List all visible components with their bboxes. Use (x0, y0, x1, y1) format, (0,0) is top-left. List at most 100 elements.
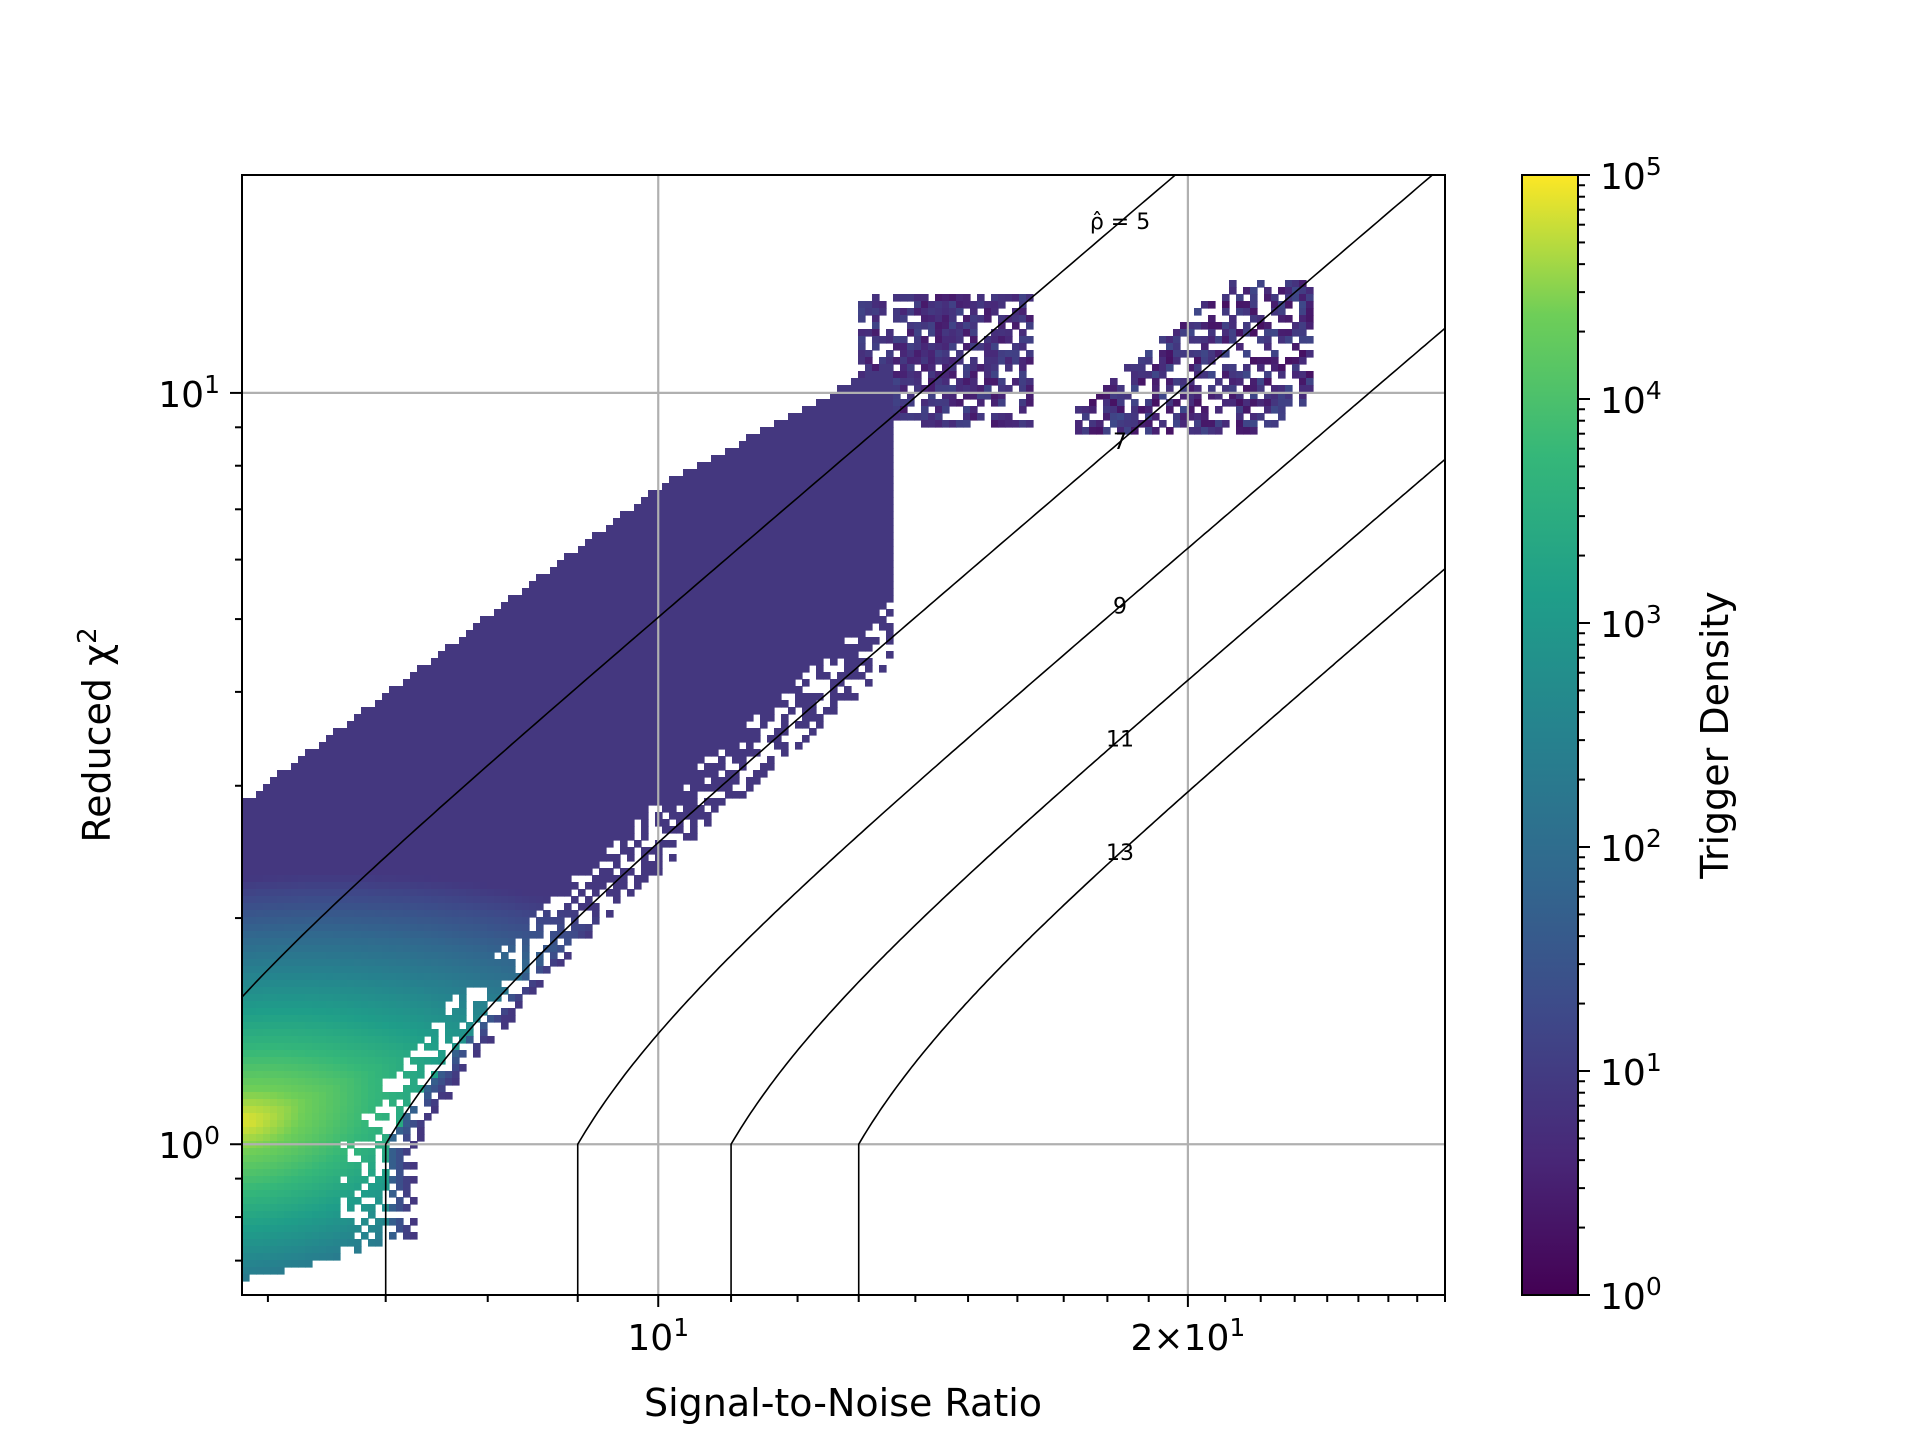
density-hexbin (858, 504, 866, 512)
density-hexbin (1236, 427, 1244, 435)
density-hexbin (1201, 336, 1209, 344)
density-hexbin (389, 791, 397, 799)
density-hexbin (760, 581, 768, 589)
density-hexbin (844, 574, 852, 582)
density-hexbin (263, 910, 271, 918)
density-hexbin (263, 854, 271, 862)
density-hexbin (837, 595, 845, 603)
density-hexbin (564, 882, 572, 890)
density-hexbin (921, 301, 929, 309)
density-hexbin (522, 973, 530, 981)
density-hexbin (529, 651, 537, 659)
density-hexbin (396, 798, 404, 806)
density-hexbin (592, 910, 600, 918)
density-hexbin (676, 707, 684, 715)
density-hexbin (361, 882, 369, 890)
density-hexbin (711, 504, 719, 512)
density-hexbin (711, 560, 719, 568)
density-hexbin (837, 609, 845, 617)
density-hexbin (333, 980, 341, 988)
density-hexbin (452, 882, 460, 890)
density-hexbin (515, 924, 523, 932)
density-hexbin (431, 749, 439, 757)
density-hexbin (620, 532, 628, 540)
density-hexbin (809, 574, 817, 582)
density-hexbin (851, 392, 859, 400)
density-hexbin (410, 987, 418, 995)
density-hexbin (522, 735, 530, 743)
density-hexbin (802, 455, 810, 463)
density-hexbin (1131, 371, 1139, 379)
density-hexbin (424, 805, 432, 813)
density-hexbin (333, 763, 341, 771)
density-hexbin (550, 812, 558, 820)
density-hexbin (368, 966, 376, 974)
density-hexbin (326, 1015, 334, 1023)
density-hexbin (823, 462, 831, 470)
density-hexbin (571, 595, 579, 603)
density-hexbin (291, 896, 299, 904)
density-hexbin (802, 525, 810, 533)
density-hexbin (501, 910, 509, 918)
density-hexbin (669, 574, 677, 582)
density-hexbin (557, 749, 565, 757)
density-hexbin (676, 735, 684, 743)
density-hexbin (375, 756, 383, 764)
density-hexbin (375, 728, 383, 736)
density-hexbin (746, 679, 754, 687)
density-hexbin (508, 777, 516, 785)
density-hexbin (522, 609, 530, 617)
density-hexbin (704, 546, 712, 554)
density-hexbin (298, 784, 306, 792)
density-hexbin (571, 658, 579, 666)
density-hexbin (410, 735, 418, 743)
density-hexbin (802, 406, 810, 414)
density-hexbin (515, 658, 523, 666)
density-hexbin (466, 854, 474, 862)
density-hexbin (767, 735, 775, 743)
density-hexbin (739, 581, 747, 589)
density-hexbin (774, 602, 782, 610)
density-hexbin (578, 728, 586, 736)
density-hexbin (564, 938, 572, 946)
density-hexbin (354, 819, 362, 827)
density-hexbin (648, 518, 656, 526)
density-hexbin (298, 847, 306, 855)
density-hexbin (375, 784, 383, 792)
density-hexbin (466, 889, 474, 897)
density-hexbin (690, 665, 698, 673)
density-hexbin (459, 644, 467, 652)
density-hexbin (445, 742, 453, 750)
density-hexbin (1299, 294, 1307, 302)
density-hexbin (935, 378, 943, 386)
density-hexbin (627, 532, 635, 540)
density-hexbin (438, 658, 446, 666)
density-hexbin (438, 798, 446, 806)
density-hexbin (452, 665, 460, 673)
density-hexbin (711, 714, 719, 722)
density-hexbin (417, 896, 425, 904)
density-hexbin (256, 931, 264, 939)
density-hexbin (375, 826, 383, 834)
density-hexbin (354, 826, 362, 834)
density-hexbin (417, 973, 425, 981)
density-hexbin (543, 826, 551, 834)
density-hexbin (256, 882, 264, 890)
density-hexbin (361, 931, 369, 939)
density-hexbin (711, 777, 719, 785)
density-hexbin (557, 847, 565, 855)
density-hexbin (277, 805, 285, 813)
density-hexbin (312, 994, 320, 1002)
density-hexbin (1306, 336, 1314, 344)
density-hexbin (270, 882, 278, 890)
density-hexbin (865, 462, 873, 470)
density-hexbin (438, 784, 446, 792)
density-hexbin (522, 777, 530, 785)
density-hexbin (599, 609, 607, 617)
density-hexbin (473, 938, 481, 946)
density-hexbin (1264, 420, 1272, 428)
density-hexbin (361, 903, 369, 911)
density-hexbin (452, 938, 460, 946)
density-hexbin (620, 546, 628, 554)
density-hexbin (410, 777, 418, 785)
